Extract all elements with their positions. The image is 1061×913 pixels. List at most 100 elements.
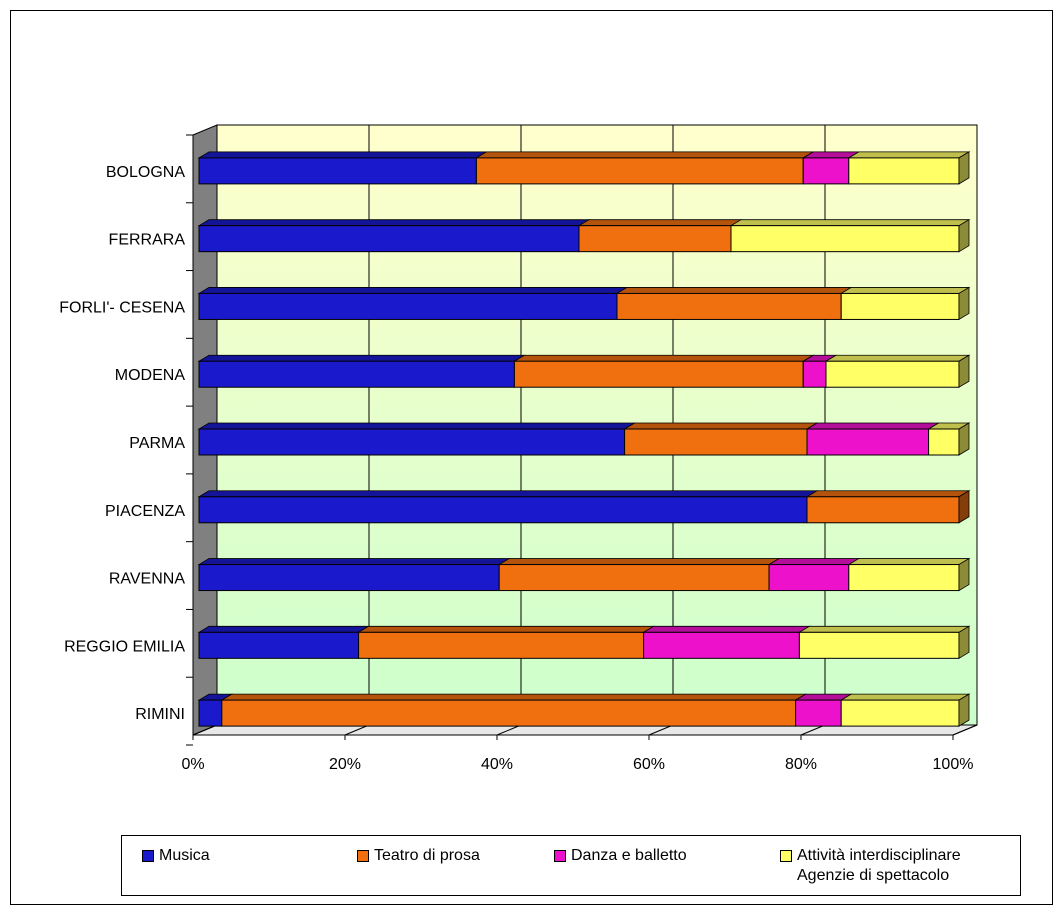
x-tick-label: 60% <box>633 756 665 773</box>
bar-attività-top <box>797 625 971 633</box>
bar-attività-top <box>847 151 971 159</box>
x-tick-label: 100% <box>933 756 974 773</box>
bar-danza-segment <box>802 360 827 388</box>
bar-attività-side <box>958 693 970 727</box>
legend-swatch-teatro <box>357 850 369 862</box>
y-tick-label: REGGIO EMILIA <box>64 638 185 655</box>
bar-teatro-top <box>805 490 971 498</box>
bar-musica-segment <box>198 699 223 727</box>
y-tick-label: FERRARA <box>109 232 186 249</box>
bar-musica-segment <box>198 428 626 456</box>
legend: Musica Teatro di prosa Danza e balletto … <box>121 835 1021 896</box>
bar-musica-segment <box>198 496 808 524</box>
bar-danza-segment <box>643 631 800 659</box>
bar-attività-side <box>958 422 970 456</box>
bar-musica-top <box>197 354 526 362</box>
bar-danza-segment <box>802 157 850 185</box>
bar-musica-top <box>197 219 591 227</box>
x-tick-label: 20% <box>329 756 361 773</box>
bar-attività-top <box>729 219 971 227</box>
legend-swatch-musica <box>142 850 154 862</box>
bar-teatro-segment <box>358 631 645 659</box>
bar-teatro-top <box>615 287 853 294</box>
bar-attività-top <box>824 354 971 362</box>
bar-teatro-top <box>497 558 781 565</box>
x-gridline-floor <box>800 724 826 736</box>
bar-teatro-segment <box>616 292 842 320</box>
legend-entry-attivita: Attività interdisciplinare Agenzie di sp… <box>780 846 961 886</box>
legend-label-attivita-line1: Attività interdisciplinare <box>797 847 961 864</box>
bar-danza-segment <box>806 428 930 456</box>
bar-attività-segment <box>730 225 960 253</box>
y-tick-label: PARMA <box>129 435 185 452</box>
bar-teatro-top <box>357 625 656 633</box>
bar-attività-segment <box>928 428 960 456</box>
x-tick-label: 80% <box>785 756 817 773</box>
legend-swatch-attivita <box>780 850 792 862</box>
legend-swatch-danza <box>554 850 566 862</box>
bar-teatro-segment <box>806 496 960 524</box>
bar-teatro-top <box>623 422 819 430</box>
bar-danza-segment <box>768 564 850 592</box>
x-tick-label: 40% <box>481 756 513 773</box>
bar-musica-segment <box>198 564 500 592</box>
bar-teatro-top <box>220 693 808 701</box>
x-tick-label: 0% <box>181 756 204 773</box>
bar-teatro-top <box>474 151 815 159</box>
bar-attività-segment <box>825 360 960 388</box>
bar-attività-top <box>839 287 971 294</box>
bar-teatro-side <box>958 490 970 524</box>
x-gridline-floor <box>648 724 674 736</box>
legend-entry-musica: Musica <box>142 846 210 866</box>
bar-teatro-segment <box>513 360 804 388</box>
y-tick-label: MODENA <box>115 367 186 384</box>
bar-musica-segment <box>198 631 360 659</box>
x-gridline-floor <box>952 724 978 736</box>
bar-musica-segment <box>198 157 477 185</box>
bar-teatro-segment <box>475 157 804 185</box>
y-tick-label: PIACENZA <box>105 503 185 520</box>
bar-musica-top <box>197 490 819 498</box>
legend-label-danza: Danza e balletto <box>571 847 687 864</box>
y-tick-label: RIMINI <box>135 706 185 723</box>
bar-attività-side <box>958 151 970 185</box>
legend-label-teatro: Teatro di prosa <box>374 847 480 864</box>
bar-musica-top <box>197 287 629 294</box>
bar-attività-side <box>958 557 970 592</box>
bar-musica-top <box>197 558 511 565</box>
bar-teatro-top <box>512 354 815 362</box>
bar-danza-top <box>805 422 941 430</box>
bar-attività-segment <box>840 699 960 727</box>
bar-teatro-segment <box>498 564 770 592</box>
legend-label-attivita: Attività interdisciplinare Agenzie di sp… <box>797 846 961 886</box>
bar-attività-segment <box>848 157 960 185</box>
bar-danza-segment <box>795 699 842 727</box>
legend-label-attivita-line2: Agenzie di spettacolo <box>797 867 950 884</box>
bar-teatro-top <box>577 219 743 227</box>
bar-teatro-segment <box>624 428 808 456</box>
x-gridline-floor <box>496 724 522 736</box>
bar-musica-top <box>197 151 488 159</box>
x-gridline-floor <box>344 724 370 736</box>
bar-attività-side <box>958 625 970 660</box>
bar-musica-top <box>197 422 637 430</box>
legend-label-musica: Musica <box>159 847 210 864</box>
bar-musica-segment <box>198 360 515 388</box>
bar-attività-side <box>958 286 970 321</box>
legend-entry-danza: Danza e balletto <box>554 846 687 866</box>
bar-attività-top <box>847 558 971 565</box>
bar-teatro-segment <box>221 699 797 727</box>
bar-musica-segment <box>198 225 580 253</box>
bar-attività-segment <box>848 564 960 592</box>
bar-teatro-segment <box>578 225 732 253</box>
bar-attività-side <box>958 218 970 253</box>
bar-musica-segment <box>198 292 618 320</box>
x-gridline-floor <box>192 724 218 736</box>
bar-danza-top <box>767 558 861 565</box>
bar-attività-side <box>958 354 970 388</box>
bar-musica-top <box>197 625 371 633</box>
y-tick-label: BOLOGNA <box>106 164 185 181</box>
bar-attività-top <box>839 693 971 701</box>
bar-attività-segment <box>798 631 960 659</box>
